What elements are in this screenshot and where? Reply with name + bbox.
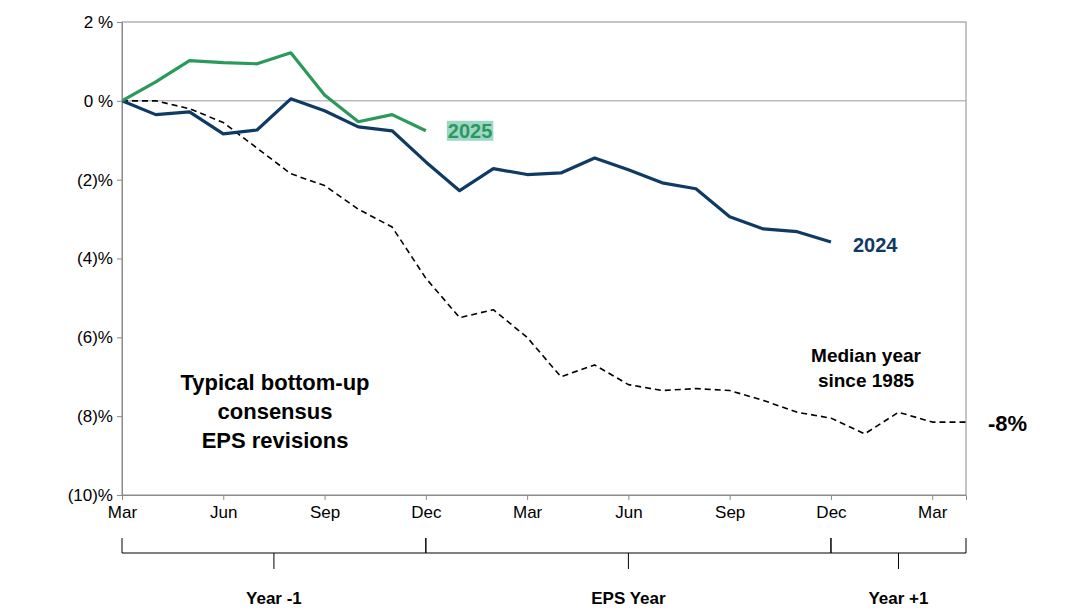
x-tick-label: Mar (918, 503, 948, 522)
x-axis: Mar Jun Sep Dec Mar Jun Sep Dec Mar (108, 495, 967, 522)
y-axis: (10)% (8)% (6)% (4)% (2)% 0 % 2 % (68, 13, 123, 505)
x-tick-label: Dec (411, 503, 442, 522)
x-tick-label: Sep (310, 503, 340, 522)
x-tick-mark (325, 495, 326, 500)
period-bracket (831, 538, 966, 569)
period-label: Year +1 (868, 589, 928, 608)
end-label: -8% (988, 411, 1027, 436)
y-tick-label: (4)% (77, 249, 113, 268)
x-tick-label: Mar (513, 503, 543, 522)
y-tick-mark (117, 22, 122, 23)
x-tick-label: Dec (816, 503, 847, 522)
series-line (122, 53, 426, 131)
y-tick-label: (6)% (77, 328, 113, 347)
y-tick-label: (10)% (68, 486, 113, 505)
x-tick: Sep (310, 495, 340, 522)
x-tick: Jun (615, 495, 642, 522)
x-tick-mark (831, 495, 832, 500)
x-tick-mark (122, 495, 123, 500)
series-label-group: 2025 (447, 120, 494, 142)
y-tick: 0 % (84, 92, 122, 111)
x-tick-mark (730, 495, 731, 500)
series-label-line: Median year (811, 345, 921, 366)
series-label: 2025 (448, 120, 493, 142)
y-tick-label: (2)% (77, 171, 113, 190)
period-label: EPS Year (591, 589, 666, 608)
x-tick-label: Mar (108, 503, 138, 522)
x-tick: Sep (715, 495, 745, 522)
period-label: Year -1 (246, 589, 302, 608)
label-highlight (447, 121, 494, 141)
chart: (10)%(8)%(6)%(4)%(2)%0 %2 %MarJunSepDecM… (0, 0, 1070, 612)
x-tick: Dec (411, 495, 442, 522)
plot-frame (122, 22, 966, 495)
series-label-line: since 1985 (818, 370, 915, 391)
y-tick-mark (117, 337, 122, 338)
series-line (122, 99, 831, 242)
x-tick-label: Jun (210, 503, 237, 522)
x-tick-mark (527, 495, 528, 500)
period-bracket (122, 538, 426, 569)
y-tick-label: 2 % (84, 13, 113, 32)
x-tick: Mar (513, 495, 543, 522)
y-tick-mark (117, 416, 122, 417)
x-axis-line (123, 496, 967, 501)
x-tick-label: Jun (615, 503, 642, 522)
series-line (122, 101, 966, 434)
y-axis-line (117, 23, 123, 496)
y-tick: (2)% (77, 171, 122, 190)
y-tick: (8)% (77, 407, 122, 426)
y-tick-label: 0 % (84, 92, 113, 111)
x-tick-mark (426, 495, 427, 500)
x-tick-mark (932, 495, 933, 500)
x-tick: Mar (918, 495, 948, 522)
x-tick: Mar (108, 495, 138, 522)
y-tick-mark (117, 495, 122, 496)
zero-line (122, 100, 966, 101)
period-bracket (426, 538, 831, 569)
y-tick-mark (117, 180, 122, 181)
x-tick-mark (628, 495, 629, 500)
annotation-line: EPS revisions (202, 428, 349, 453)
y-tick: (6)% (77, 328, 122, 347)
x-tick-label: Sep (715, 503, 745, 522)
series-label: 2024 (853, 234, 898, 256)
series-label: Median year since 1985 (811, 345, 921, 391)
x-tick: Dec (816, 495, 847, 522)
y-tick-mark (117, 101, 122, 102)
y-tick: 2 % (84, 13, 122, 32)
annotation-line: consensus (218, 399, 333, 424)
y-tick-label: (8)% (77, 407, 113, 426)
annotation-line: Typical bottom-up (180, 370, 369, 395)
lines (122, 53, 966, 434)
annotation: Typical bottom-up consensus EPS revisions (180, 370, 369, 453)
period-brackets: Year -1 EPS Year Year +1 (122, 538, 966, 608)
x-tick-mark (223, 495, 224, 500)
x-tick: Jun (210, 495, 237, 522)
y-tick: (4)% (77, 249, 122, 268)
y-tick-mark (117, 259, 122, 260)
